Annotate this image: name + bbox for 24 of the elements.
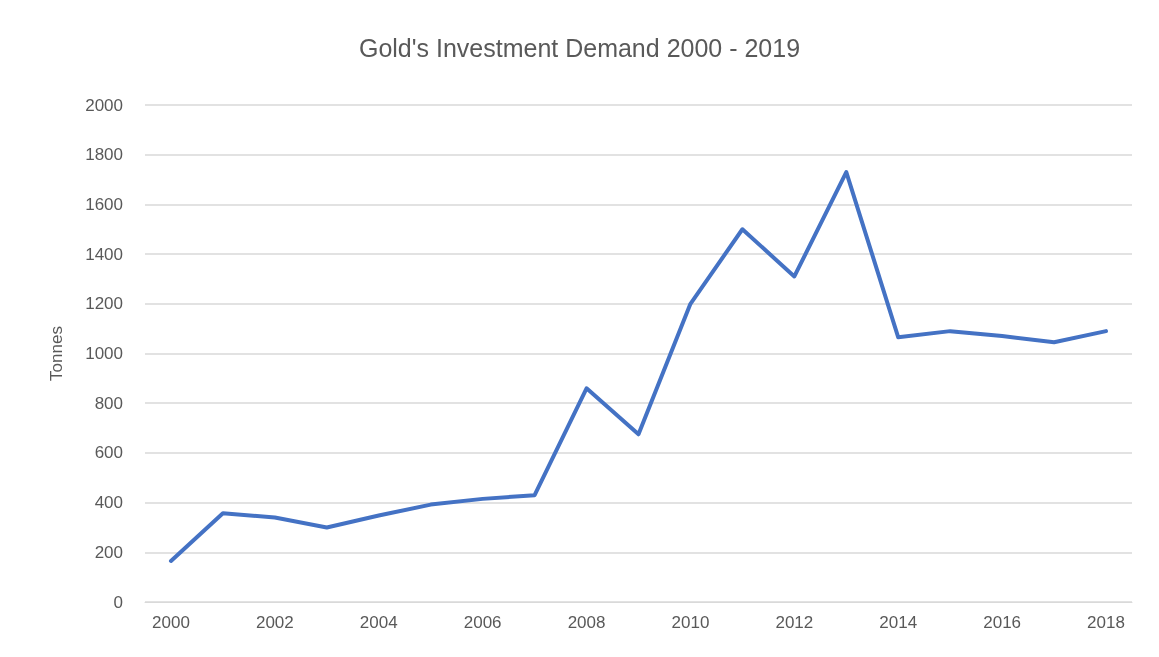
- x-tick-label: 2016: [983, 613, 1022, 632]
- x-tick-label: 2006: [463, 613, 502, 632]
- x-tick-label: 2004: [359, 613, 398, 632]
- y-tick-label: 1800: [85, 145, 123, 165]
- x-tick-label: 2000: [152, 613, 190, 632]
- y-tick-label: 0: [113, 592, 123, 612]
- y-axis-title: Tonnes: [47, 326, 66, 381]
- y-tick-label: 600: [94, 443, 123, 463]
- y-tick-label: 1000: [85, 344, 123, 363]
- chart-title: Gold's Investment Demand 2000 - 2019: [358, 33, 801, 62]
- y-tick-label: 800: [94, 393, 123, 413]
- x-tick-label: 2002: [255, 613, 294, 632]
- x-tick-label: 2014: [879, 613, 918, 632]
- x-tick-label: 2010: [671, 613, 710, 632]
- y-tick-label: 1600: [85, 194, 123, 214]
- y-tick-label: 1400: [85, 244, 123, 264]
- x-tick-label: 2012: [775, 613, 814, 632]
- y-tick-label: 400: [94, 493, 123, 513]
- y-tick-label: 2000: [85, 95, 123, 115]
- y-tick-label: 200: [94, 542, 123, 562]
- y-tick-label: 1200: [85, 294, 123, 314]
- x-tick-label: 2008: [567, 613, 606, 632]
- line-series: [168, 170, 1109, 563]
- x-tick-label: 2018: [1087, 613, 1125, 632]
